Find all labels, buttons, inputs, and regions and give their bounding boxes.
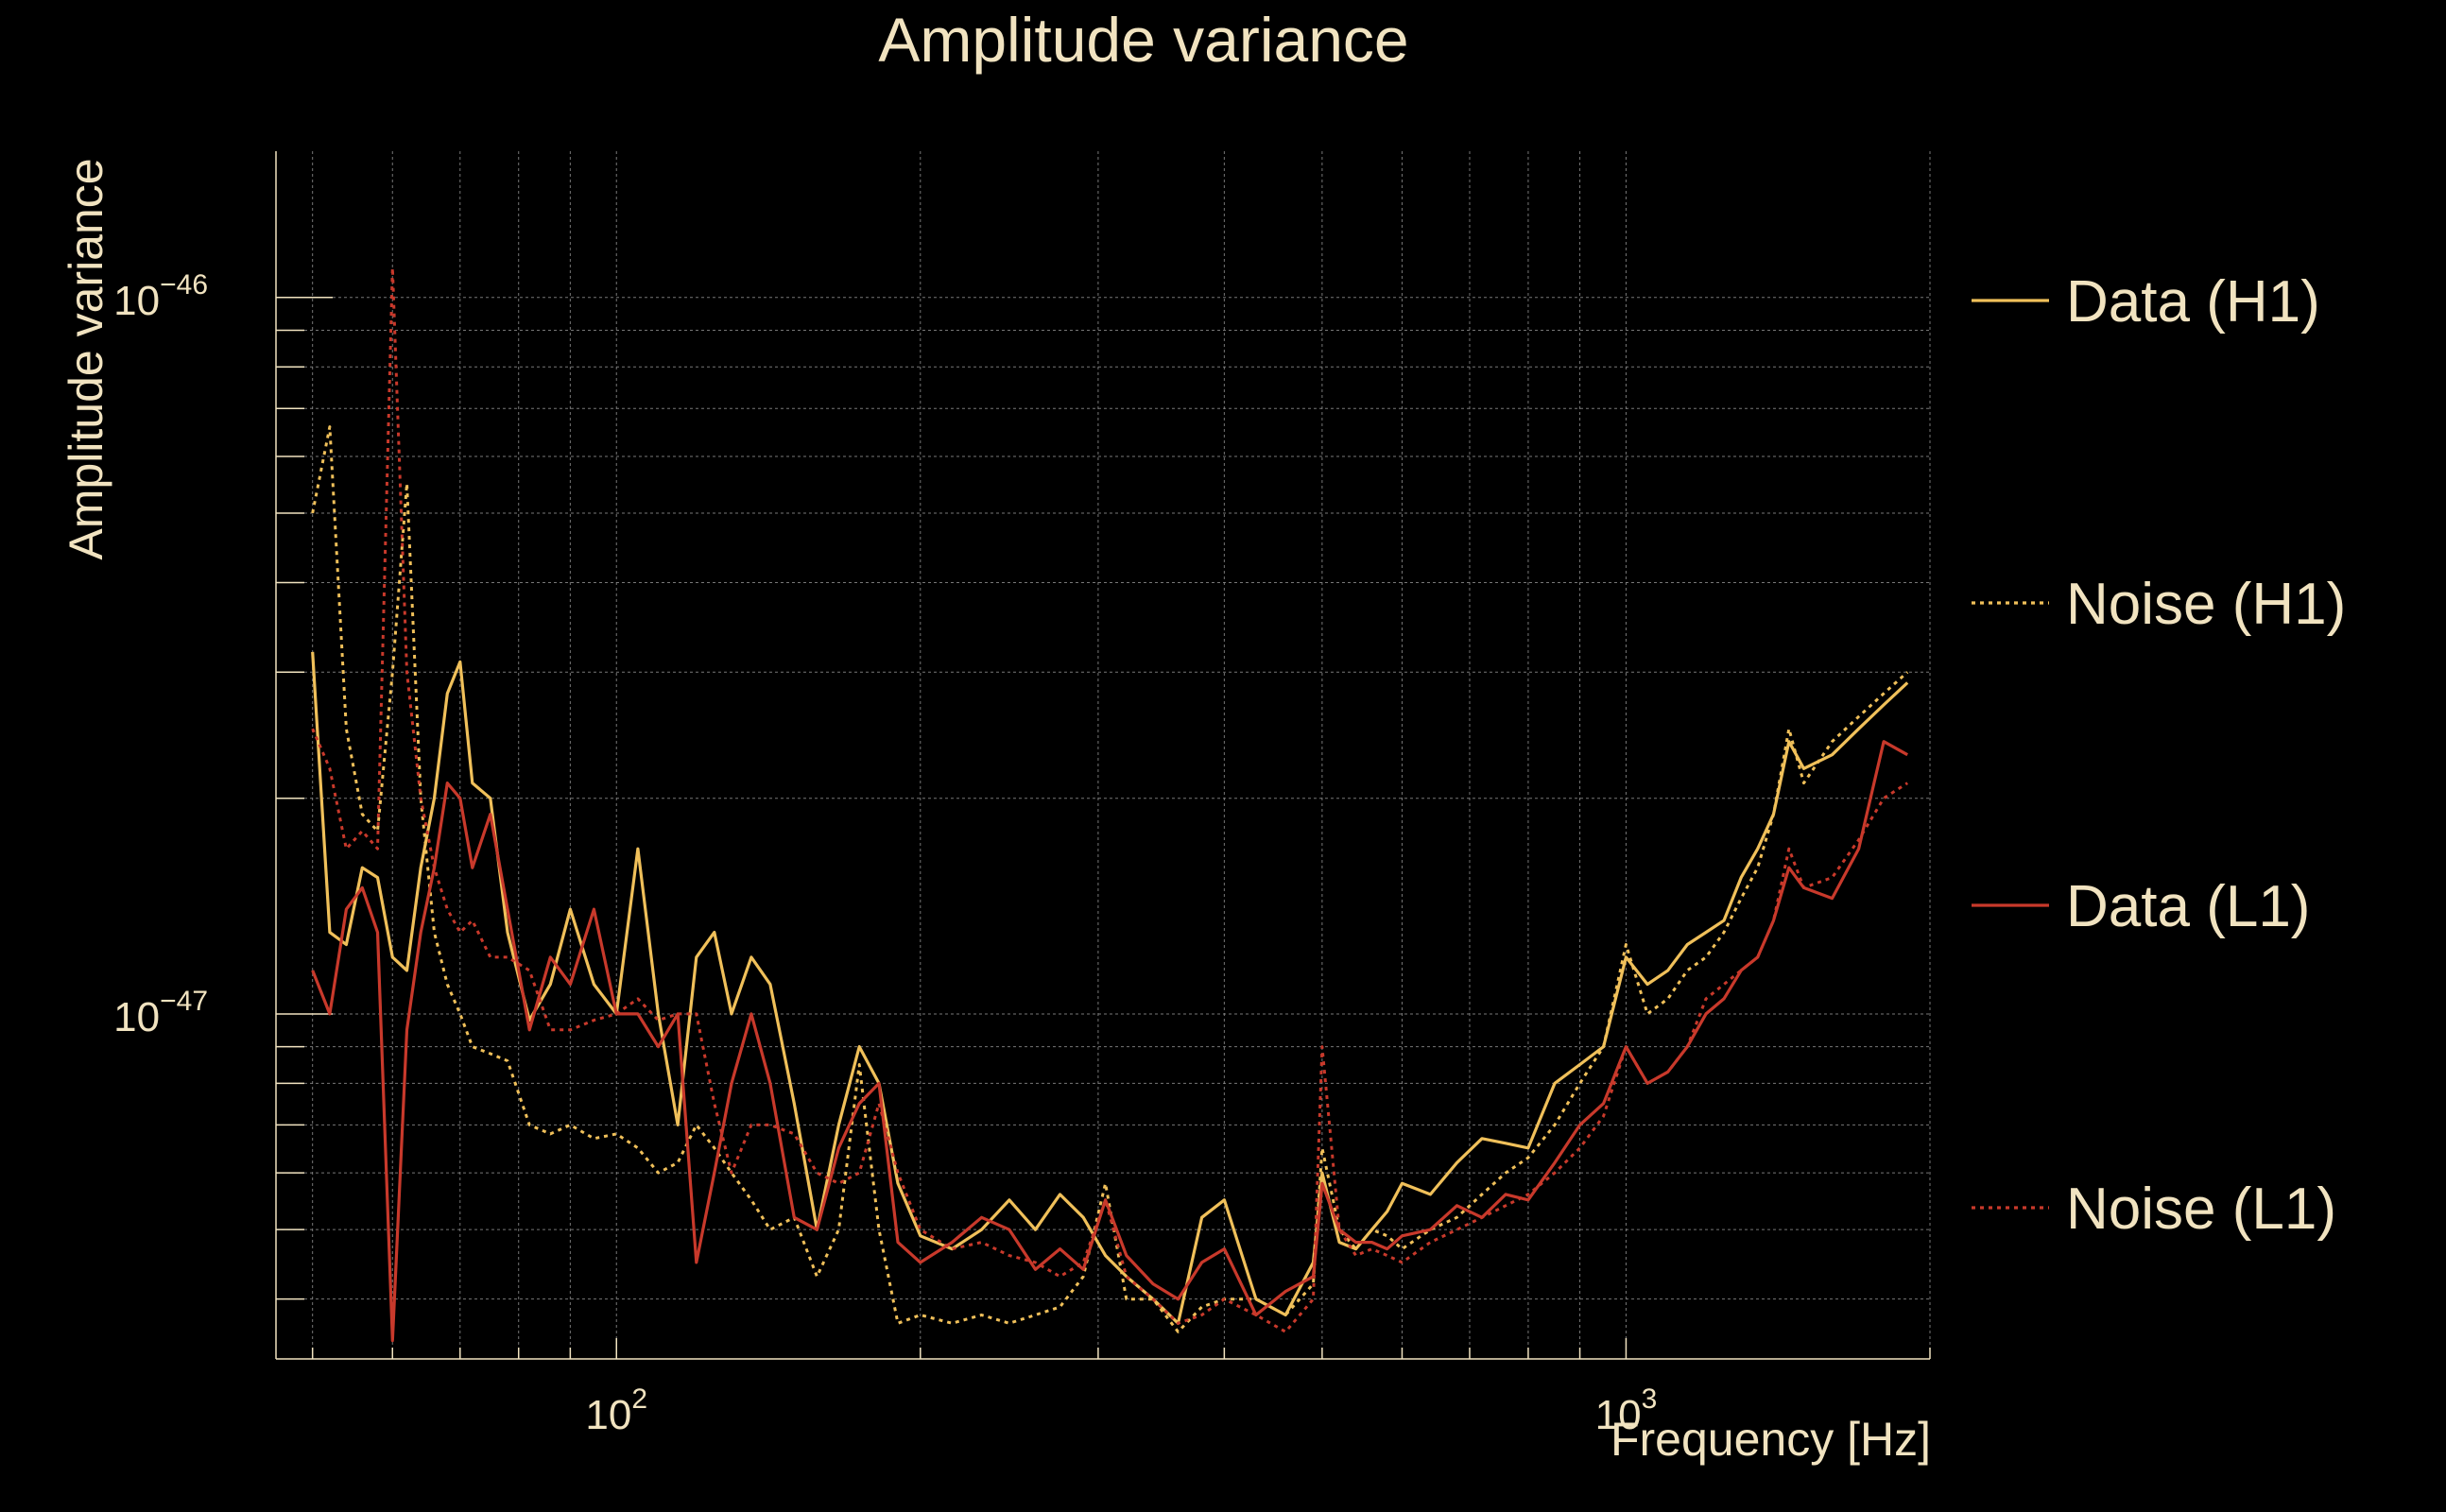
legend: Data (H1) Noise (H1) Data (L1) Noise (L1) <box>1972 269 2346 1242</box>
series-line-1 <box>311 651 1909 1325</box>
tick-labels: 102 103 10−47 10−46 <box>113 269 1657 1438</box>
x-tick-label: 103 <box>1595 1383 1658 1438</box>
series-line-4 <box>311 266 1909 1333</box>
y-tick-label: 10−47 <box>113 986 208 1040</box>
x-tick-label: 102 <box>585 1383 647 1438</box>
legend-label-3: Data (L1) <box>2066 874 2310 939</box>
series-lines <box>311 266 1909 1343</box>
grid-lines <box>276 151 1931 1359</box>
legend-label-4: Noise (L1) <box>2066 1177 2336 1242</box>
series-line-2 <box>311 425 1909 1333</box>
legend-label-2: Noise (H1) <box>2066 572 2346 637</box>
chart-title: Amplitude variance <box>878 5 1408 75</box>
y-tick-label: 10−46 <box>113 269 208 324</box>
legend-label-1: Data (H1) <box>2066 269 2320 335</box>
y-axis-label: Amplitude variance <box>60 158 112 559</box>
x-axis-label: Frequency [Hz] <box>1611 1413 1931 1466</box>
axes <box>275 151 1931 1360</box>
